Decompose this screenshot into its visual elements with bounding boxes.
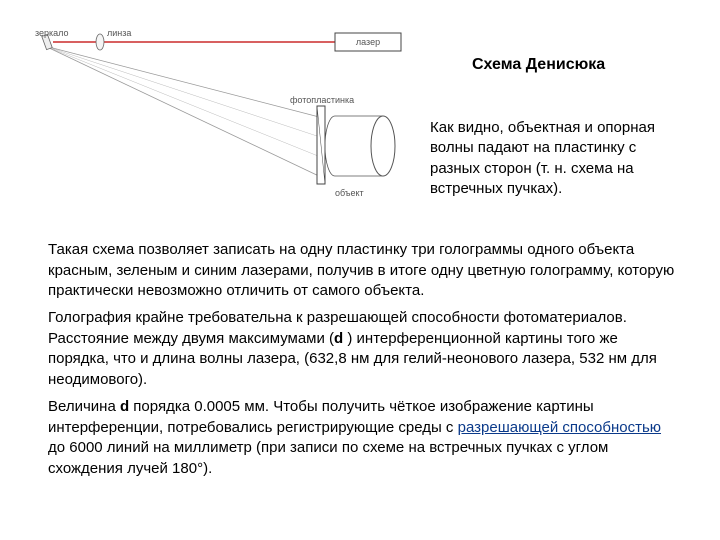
paragraph-3: Величина d порядка 0.0005 мм. Чтобы полу… [48,397,678,480]
label-laser: лазер [356,37,380,47]
side-paragraph: Как видно, объектная и опорная волны пад… [430,118,690,199]
para2-d: d [334,330,343,347]
para3-part-c: до 6000 линий на миллиметр (при записи п… [48,439,608,477]
para3-d: d [120,398,129,415]
label-object: объект [335,188,364,198]
paragraph-1: Такая схема позволяет записать на одну п… [48,240,678,302]
para3-part-a: Величина [48,398,120,415]
label-lens: линза [107,28,131,38]
label-plate: фотопластинка [290,95,354,105]
resolution-link[interactable]: разрешающей способностью [458,419,661,436]
main-text-block: Такая схема позволяет записать на одну п… [48,240,678,486]
label-mirror: зеркало [35,28,69,38]
denisyuk-scheme-diagram: лазер зеркало линза фотопластинка объект [35,28,405,208]
diagram-title: Схема Денисюка [472,56,605,74]
paragraph-2: Голография крайне требовательна к разреш… [48,308,678,391]
